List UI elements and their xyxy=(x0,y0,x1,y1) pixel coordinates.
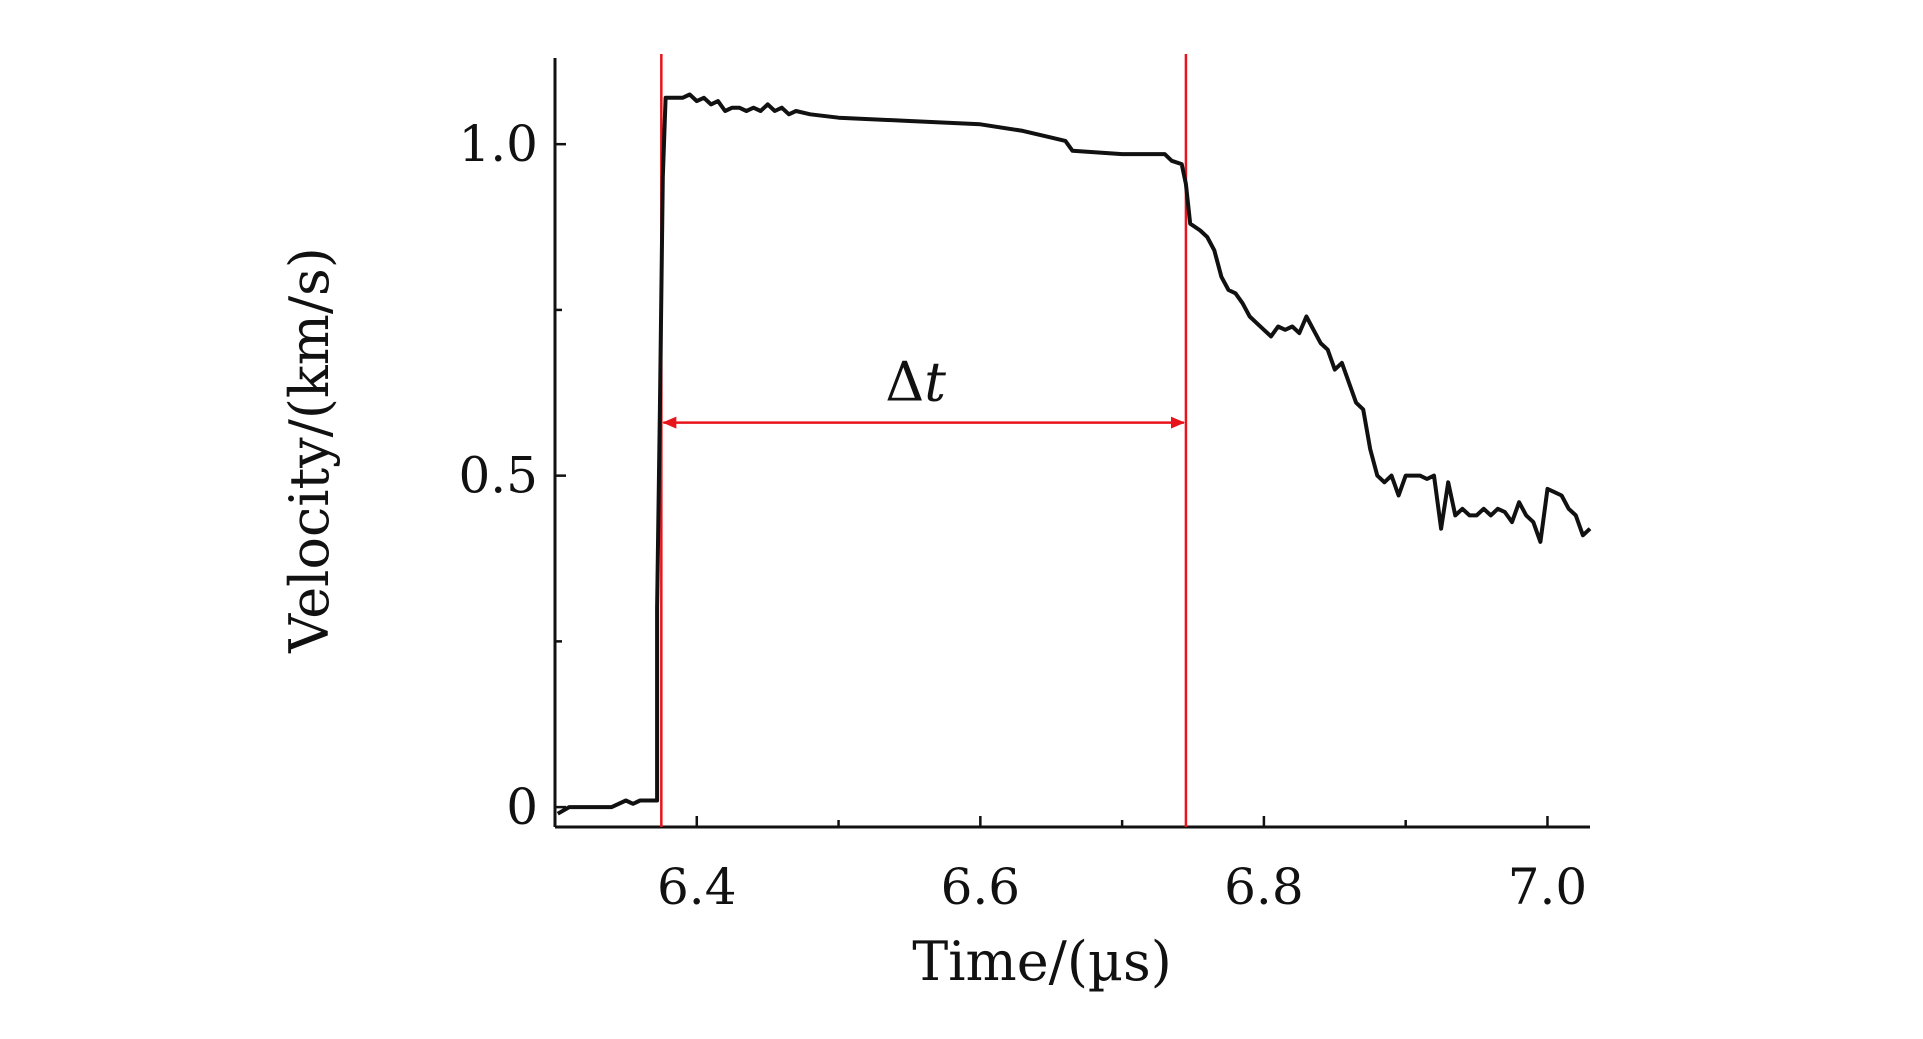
delta-t-label: Δt xyxy=(885,351,946,414)
delta-variable: t xyxy=(924,351,946,414)
velocity-series-line xyxy=(556,92,1592,816)
y-axis-title: Velocity/(km/s) xyxy=(278,247,341,654)
x-tick-label: 6.4 xyxy=(657,858,737,916)
y-tick-label: 0.5 xyxy=(458,447,538,505)
y-axis-ticks: 0 0.5 1.0 xyxy=(458,115,566,836)
x-tick-label: 7.0 xyxy=(1508,858,1588,916)
y-tick-label: 0 xyxy=(506,778,538,836)
delta-t-annotation: Δt xyxy=(660,54,1188,827)
x-axis-title: Time/(µs) xyxy=(912,930,1172,993)
y-tick-label: 1.0 xyxy=(458,115,538,173)
x-tick-label: 6.8 xyxy=(1224,858,1304,916)
delta-symbol: Δ xyxy=(885,351,924,414)
x-axis-ticks: 6.4 6.6 6.8 7.0 xyxy=(553,816,1588,916)
x-tick-label: 6.6 xyxy=(941,858,1021,916)
